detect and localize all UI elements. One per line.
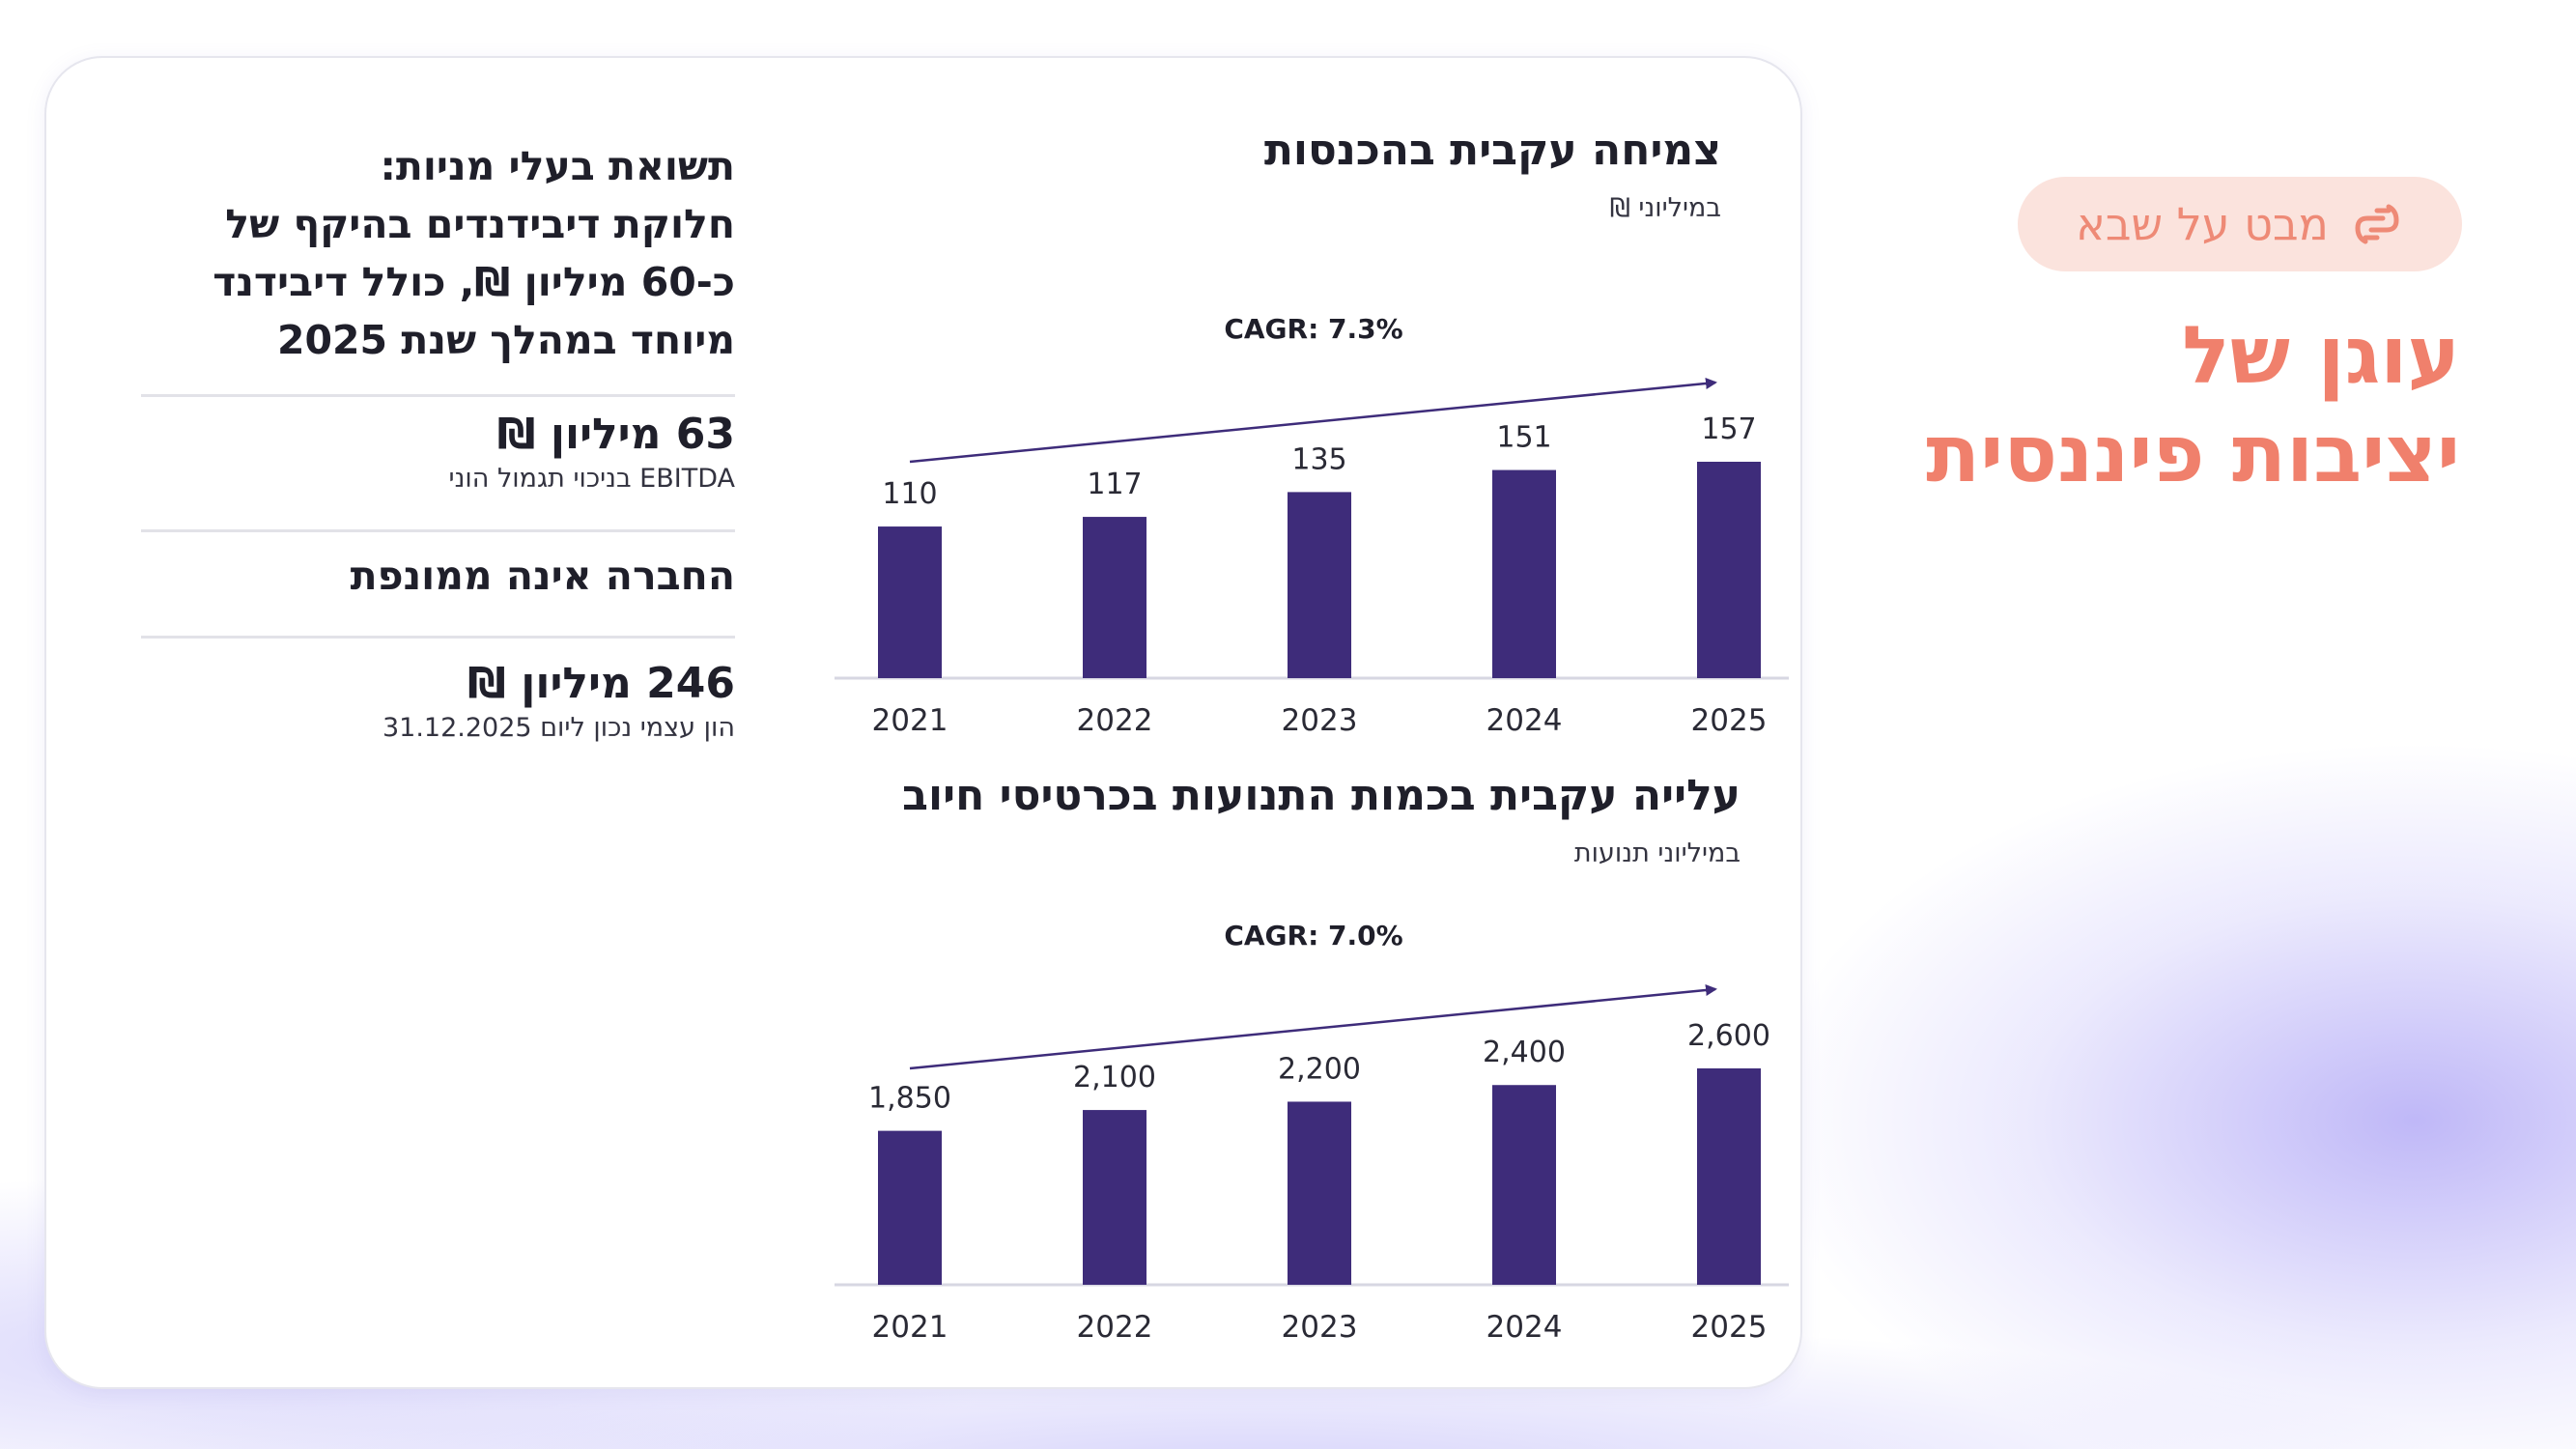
data-label-2022: 117	[1087, 468, 1142, 501]
x-tick-2023: 2023	[1282, 1310, 1358, 1345]
x-tick-2022: 2022	[1077, 703, 1153, 738]
bar-2022	[1083, 1110, 1146, 1285]
revenue-bar-chart: CAGR: 7.3% 110 2021 117 2022 135 2023 151 2024 15…	[835, 313, 1789, 738]
cagr-annotation: CAGR: 7.0%	[1224, 920, 1402, 952]
transactions-bar-chart: CAGR: 7.0% 1,850 2021 2,100 2022 2,200 2023 2,4…	[835, 920, 1789, 1345]
brand-logo-icon	[2355, 204, 2399, 244]
hero-line-1: עוגן של	[2182, 310, 2460, 402]
x-tick-2021: 2021	[872, 1310, 948, 1345]
x-tick-2021: 2021	[872, 703, 948, 738]
x-tick-2025: 2025	[1691, 703, 1768, 738]
hero-heading: עוגן של יציבות פיננסית	[1784, 307, 2460, 504]
data-label-2022: 2,100	[1073, 1061, 1156, 1094]
x-tick-2025: 2025	[1691, 1310, 1768, 1345]
headline-line-3: כ-60 מיליון ₪, כולל דיבידנד	[212, 259, 735, 305]
ebitda-value: 63 מיליון ₪	[496, 410, 735, 459]
bar-2023	[1288, 492, 1351, 678]
bar-2021	[878, 1130, 942, 1285]
cagr-trend-arrow	[909, 984, 1717, 1070]
bar-2023	[1288, 1101, 1351, 1285]
bar-2022	[1083, 517, 1146, 678]
x-tick-2023: 2023	[1282, 703, 1358, 738]
headline-line-4: מיוחד במהלך שנת 2025	[276, 317, 735, 363]
transactions-chart-subtitle: במיליוני תנועות	[1573, 838, 1741, 868]
data-label-2021: 110	[882, 477, 937, 511]
hero-line-2: יציבות פיננסית	[1926, 409, 2460, 500]
headline-line-2: חלוקת דיבידנדים בהיקף של	[225, 201, 735, 247]
content-card: תשואת בעלי מניות: חלוקת דיבידנדים בהיקף …	[44, 56, 1802, 1389]
dividend-headline: תשואת בעלי מניות: חלוקת דיבידנדים בהיקף …	[141, 137, 735, 369]
ebitda-label: EBITDA בניכוי תגמול הוני	[448, 464, 735, 494]
bar-2025	[1697, 462, 1761, 678]
bar-2024	[1492, 1085, 1556, 1285]
x-tick-2022: 2022	[1077, 1310, 1153, 1345]
cagr-annotation: CAGR: 7.3%	[1224, 313, 1402, 345]
headline-line-1: תשואת בעלי מניות:	[380, 143, 735, 189]
data-label-2025: 157	[1701, 412, 1756, 446]
data-label-2023: 2,200	[1278, 1052, 1361, 1086]
equity-label: הון עצמי נכון ליום 31.12.2025	[382, 713, 735, 743]
ebitda-stat: 63 מיליון ₪ EBITDA בניכוי תגמול הוני	[141, 408, 735, 497]
overview-badge: מבט על שבא	[2018, 177, 2462, 271]
divider-1	[141, 394, 735, 397]
bar-2025	[1697, 1068, 1761, 1285]
transactions-chart-title: עלייה עקבית בכמות התנועות בכרטיסי חיוב	[902, 771, 1741, 820]
x-tick-2024: 2024	[1486, 703, 1563, 738]
bar-2024	[1492, 469, 1556, 678]
equity-value: 246 מיליון ₪	[467, 659, 735, 708]
leverage-stat: החברה אינה ממונפת	[350, 553, 735, 599]
badge-text: מבט על שבא	[2076, 198, 2329, 250]
data-label-2023: 135	[1291, 442, 1346, 476]
bar-2021	[878, 526, 942, 678]
divider-2	[141, 529, 735, 532]
revenue-chart-title: צמיחה עקבית בהכנסות	[1263, 126, 1721, 175]
data-label-2025: 2,600	[1687, 1019, 1770, 1053]
data-label-2024: 151	[1496, 421, 1551, 455]
revenue-chart-subtitle: במיליוני ₪	[1609, 193, 1721, 223]
equity-stat: 246 מיליון ₪ הון עצמי נכון ליום 31.12.20…	[141, 657, 735, 746]
data-label-2024: 2,400	[1483, 1036, 1566, 1069]
divider-3	[141, 636, 735, 639]
x-tick-2024: 2024	[1486, 1310, 1563, 1345]
cagr-trend-arrow	[909, 378, 1717, 464]
data-label-2021: 1,850	[868, 1082, 951, 1116]
